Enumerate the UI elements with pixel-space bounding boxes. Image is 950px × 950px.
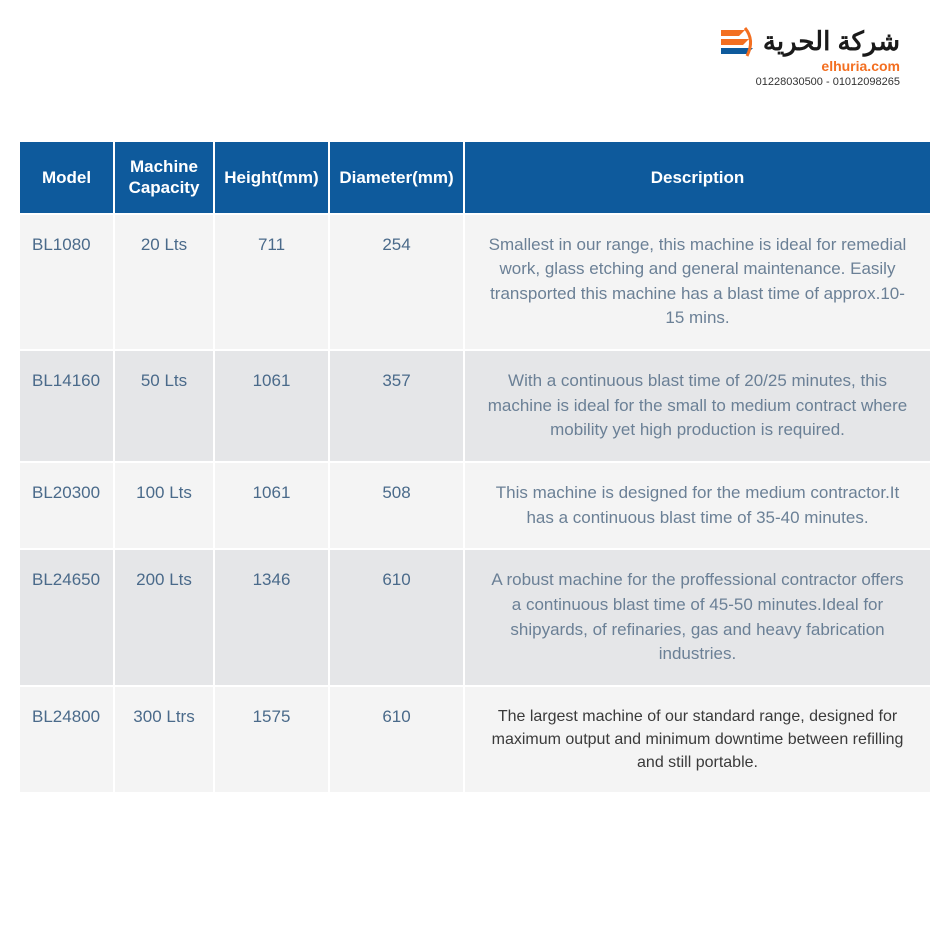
table-row: BL1080 20 Lts 711 254 Smallest in our ra…: [19, 214, 931, 351]
cell-description: The largest machine of our standard rang…: [464, 686, 931, 794]
cell-description: With a continuous blast time of 20/25 mi…: [464, 350, 931, 462]
cell-height: 1346: [214, 549, 329, 686]
cell-model: BL1080: [19, 214, 114, 351]
company-logo-block: شركة الحرية elhuria.com 01228030500 - 01…: [715, 20, 900, 88]
col-header-description: Description: [464, 141, 931, 214]
col-header-capacity: Machine Capacity: [114, 141, 214, 214]
logo-arabic-text: شركة الحرية: [763, 26, 900, 57]
table-row: BL24800 300 Ltrs 1575 610 The largest ma…: [19, 686, 931, 794]
cell-diameter: 254: [329, 214, 464, 351]
cell-diameter: 508: [329, 462, 464, 549]
cell-height: 1575: [214, 686, 329, 794]
col-header-model: Model: [19, 141, 114, 214]
spec-table-container: Model Machine Capacity Height(mm) Diamet…: [18, 140, 932, 794]
cell-model: BL24650: [19, 549, 114, 686]
cell-capacity: 300 Ltrs: [114, 686, 214, 794]
cell-capacity: 50 Lts: [114, 350, 214, 462]
table-row: BL24650 200 Lts 1346 610 A robust machin…: [19, 549, 931, 686]
cell-height: 1061: [214, 462, 329, 549]
cell-diameter: 610: [329, 549, 464, 686]
cell-description: This machine is designed for the medium …: [464, 462, 931, 549]
cell-description: A robust machine for the proffessional c…: [464, 549, 931, 686]
cell-description: Smallest in our range, this machine is i…: [464, 214, 931, 351]
table-header-row: Model Machine Capacity Height(mm) Diamet…: [19, 141, 931, 214]
cell-capacity: 100 Lts: [114, 462, 214, 549]
table-row: BL14160 50 Lts 1061 357 With a continuou…: [19, 350, 931, 462]
col-header-capacity-l2: Capacity: [129, 178, 200, 197]
cell-height: 711: [214, 214, 329, 351]
col-header-capacity-l1: Machine: [130, 157, 198, 176]
cell-diameter: 610: [329, 686, 464, 794]
cell-diameter: 357: [329, 350, 464, 462]
table-row: BL20300 100 Lts 1061 508 This machine is…: [19, 462, 931, 549]
logo-mark-icon: [715, 20, 757, 62]
spec-table: Model Machine Capacity Height(mm) Diamet…: [18, 140, 932, 794]
cell-capacity: 20 Lts: [114, 214, 214, 351]
logo-phones-text: 01228030500 - 01012098265: [715, 76, 900, 88]
cell-capacity: 200 Lts: [114, 549, 214, 686]
col-header-height: Height(mm): [214, 141, 329, 214]
logo-row: شركة الحرية: [715, 20, 900, 62]
cell-model: BL20300: [19, 462, 114, 549]
cell-model: BL24800: [19, 686, 114, 794]
col-header-diameter: Diameter(mm): [329, 141, 464, 214]
cell-model: BL14160: [19, 350, 114, 462]
cell-height: 1061: [214, 350, 329, 462]
